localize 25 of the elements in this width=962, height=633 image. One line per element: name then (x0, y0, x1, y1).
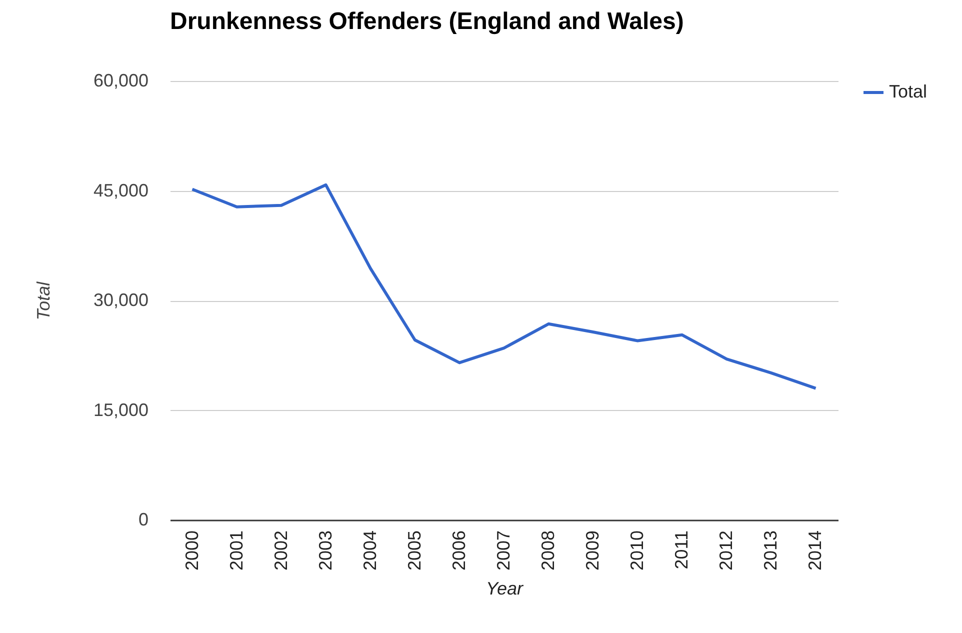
y-tick-label: 45,000 (93, 180, 148, 200)
x-tick-label: 2002 (270, 530, 291, 571)
x-tick-label: 2009 (582, 530, 603, 571)
legend-label: Total (889, 82, 928, 102)
y-tick-label: 0 (138, 510, 148, 530)
chart-title: Drunkenness Offenders (England and Wales) (170, 8, 684, 35)
x-tick-label: 2000 (182, 530, 202, 571)
x-tick-label: 2011 (672, 530, 692, 570)
y-tick-label: 15,000 (93, 400, 148, 420)
x-tick-label: 2010 (627, 530, 648, 571)
x-axis-title: Year (486, 578, 524, 599)
x-tick-label: 2012 (716, 530, 736, 571)
x-tick-label: 2006 (448, 530, 469, 571)
x-tick-label: 2014 (805, 530, 826, 571)
x-tick-label: 2001 (226, 530, 246, 571)
x-tick-label: 2013 (760, 530, 781, 571)
y-tick-label: 60,000 (93, 70, 148, 90)
x-tick-label: 2008 (538, 530, 558, 571)
line-series (190, 183, 818, 390)
y-tick-label: 30,000 (93, 290, 148, 310)
x-tick-label: 2004 (360, 530, 380, 571)
x-tick-label: 2007 (494, 530, 514, 571)
y-axis-title: Total (33, 280, 54, 320)
x-tick-label: 2003 (315, 530, 336, 571)
x-tick-label: 2005 (404, 530, 424, 571)
